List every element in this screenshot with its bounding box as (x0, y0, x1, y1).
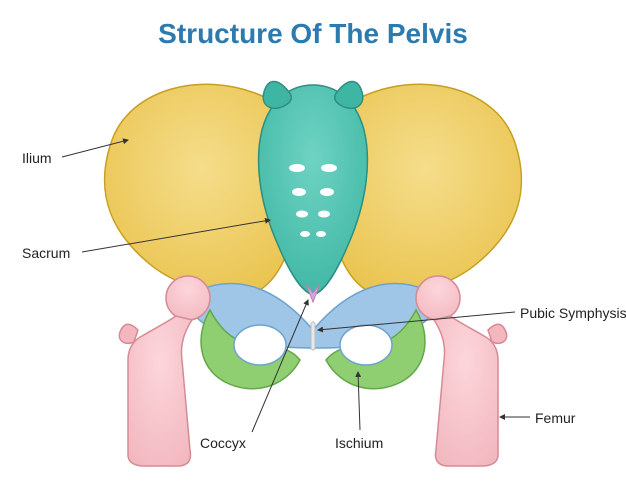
label-ilium: Ilium (22, 150, 52, 166)
femur-right (416, 276, 507, 466)
sacrum-wing-right (335, 82, 363, 109)
pelvis-svg (0, 0, 626, 501)
label-ischium: Ischium (335, 435, 383, 451)
label-coccyx: Coccyx (200, 435, 246, 451)
sacrum-wing-left (263, 82, 291, 109)
diagram-title: Structure Of The Pelvis (0, 18, 626, 50)
foramen-right (340, 325, 392, 365)
foramen-left (234, 325, 286, 365)
label-pubic-symphysis: Pubic Symphysis (520, 305, 626, 321)
label-sacrum: Sacrum (22, 245, 70, 261)
pubic-symphysis (311, 322, 315, 350)
label-femur: Femur (535, 410, 575, 426)
pelvis-diagram: Structure Of The Pelvis (0, 0, 626, 501)
femur-left (119, 276, 210, 466)
